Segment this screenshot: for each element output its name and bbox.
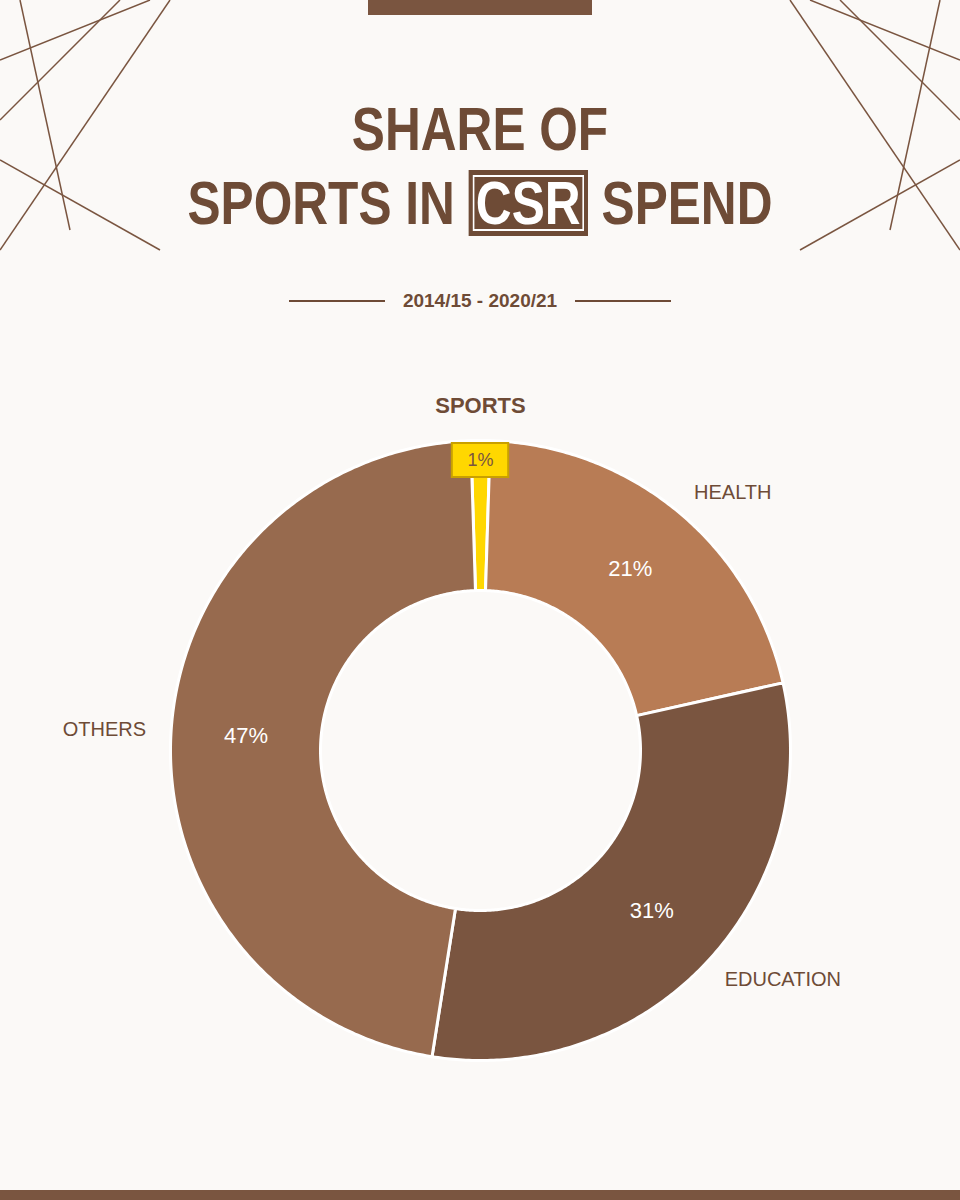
svg-text:21%: 21% <box>608 556 652 581</box>
svg-text:HEALTH: HEALTH <box>694 481 771 503</box>
svg-text:47%: 47% <box>224 723 268 748</box>
html-text:SHARE OF: SHARE OF <box>351 94 609 163</box>
html-text:SPORTS IN CSR SPEND: SPORTS IN CSR SPEND <box>187 168 773 237</box>
html-text:2014/15 - 2020/21: 2014/15 - 2020/21 <box>402 290 558 311</box>
svg-text:EDUCATION: EDUCATION <box>725 968 841 990</box>
svg-text:OTHERS: OTHERS <box>63 718 146 740</box>
svg-text:1%: 1% <box>467 450 493 470</box>
svg-text:31%: 31% <box>630 898 674 923</box>
svg-text:SPORTS: SPORTS <box>435 393 525 418</box>
